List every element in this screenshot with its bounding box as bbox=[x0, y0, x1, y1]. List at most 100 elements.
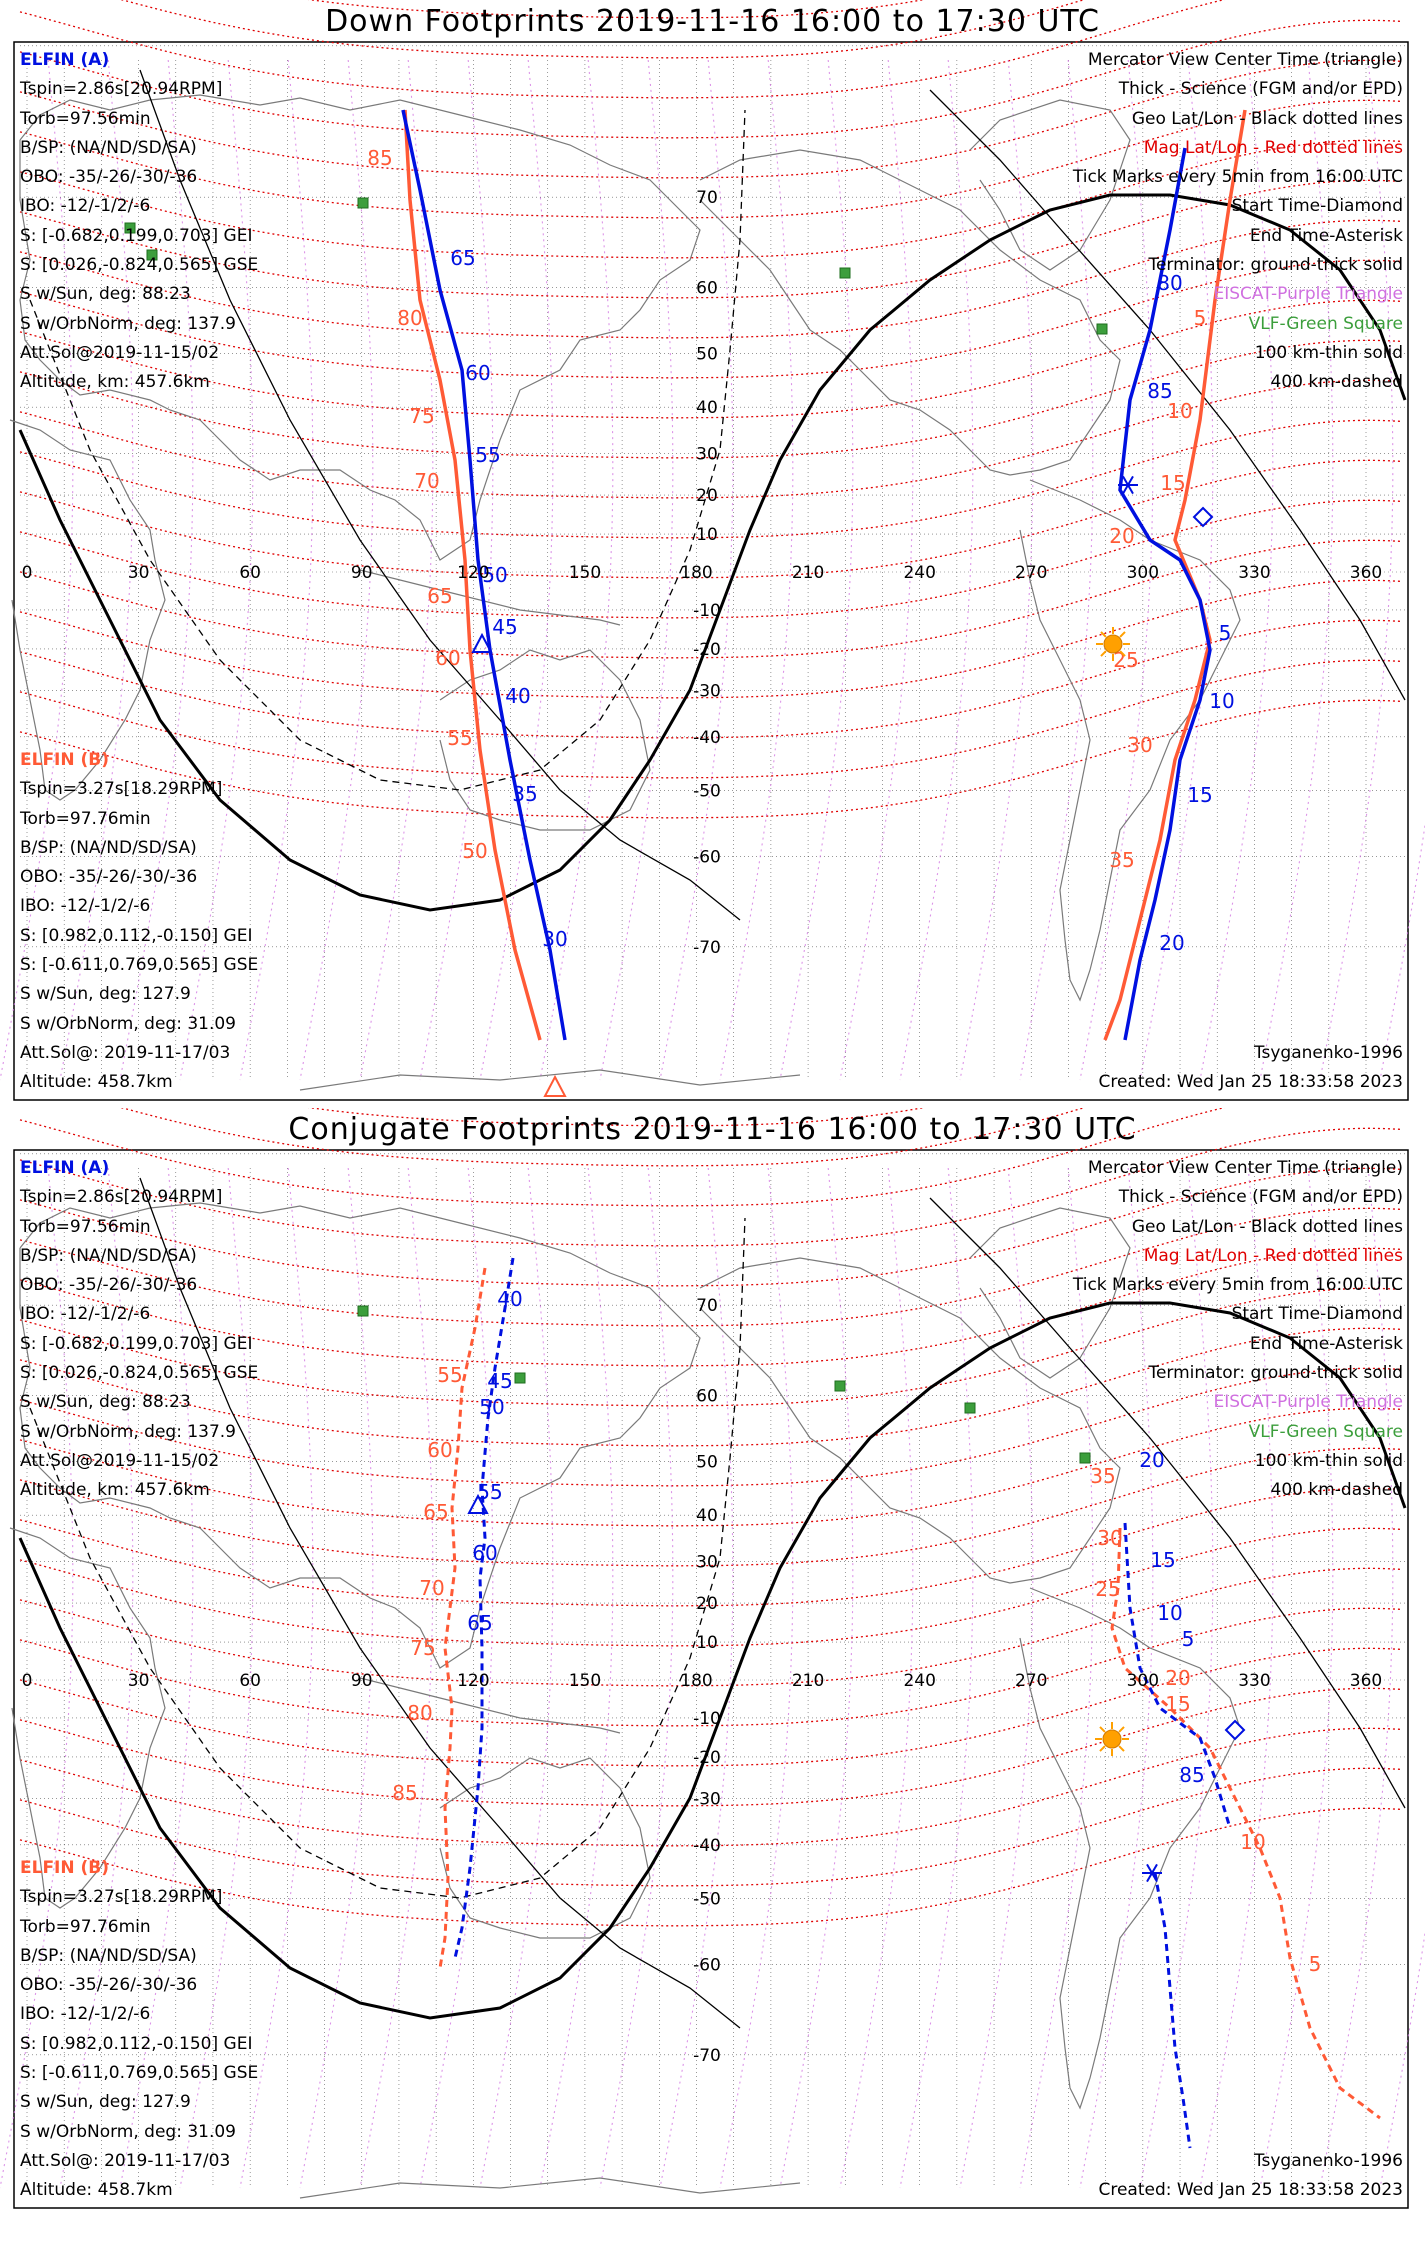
vlf-station-square bbox=[964, 1402, 976, 1414]
coastline bbox=[359, 569, 621, 626]
elfin-a-tick-label: 45 bbox=[487, 1369, 512, 1393]
elfin-a-line: S w/Sun, deg: 88.23 bbox=[20, 284, 191, 305]
mag-meridian bbox=[719, 59, 794, 1081]
longitude-label: 60 bbox=[239, 563, 261, 583]
legend-line: VLF-Green Square bbox=[1248, 1421, 1403, 1442]
longitude-label: 90 bbox=[351, 563, 373, 583]
mag-meridian bbox=[419, 59, 494, 1081]
terminator-lines bbox=[18, 1177, 1407, 2029]
latitude-label: -10 bbox=[693, 1709, 721, 1729]
mag-meridian bbox=[419, 1167, 494, 2189]
elfin-b-line: S: [0.982,0.112,-0.150] GEI bbox=[20, 925, 253, 946]
longitude-label: 360 bbox=[1350, 563, 1382, 583]
elfin-b-info: ELFIN (B) Tspin=3.27s[18.29RPM] Torb=97.… bbox=[20, 746, 258, 1068]
elfin-a-tick-label: 20 bbox=[1139, 1448, 1164, 1472]
elfin-b-tick-label: 35 bbox=[1090, 1464, 1115, 1488]
latitude-label: 20 bbox=[696, 486, 718, 506]
mag-meridian bbox=[1199, 1167, 1274, 2189]
legend-line: End Time-Asterisk bbox=[1249, 225, 1403, 246]
elfin-b-line: S w/OrbNorm, deg: 31.09 bbox=[20, 2121, 237, 2142]
mag-meridian bbox=[479, 1167, 554, 2189]
mag-meridian bbox=[299, 59, 374, 1081]
mag-meridian bbox=[239, 1167, 314, 2189]
elfin-a-track bbox=[453, 1257, 515, 1959]
elfin-a-track bbox=[401, 109, 567, 1041]
elfin-a-tick-label: 60 bbox=[465, 361, 490, 385]
longitude-label: 210 bbox=[792, 563, 824, 583]
elfin-a-tick-label: 55 bbox=[475, 443, 500, 467]
legend-line: Thick - Science (FGM and/or EPD) bbox=[1118, 79, 1403, 100]
mag-meridian bbox=[359, 1167, 434, 2189]
mag-meridian bbox=[119, 1167, 194, 2189]
latitude-label: 20 bbox=[696, 1594, 718, 1614]
latitude-label: 60 bbox=[696, 279, 718, 299]
elfin-a-tick-label: 55 bbox=[477, 1480, 502, 1504]
elfin-b-tick-label: 20 bbox=[1165, 1666, 1190, 1690]
mag-meridian bbox=[299, 1167, 374, 2189]
terminator-400km bbox=[29, 1217, 746, 1899]
elfin-b-line: Tspin=3.27s[18.29RPM] bbox=[20, 779, 223, 800]
longitude-label: 90 bbox=[351, 1671, 373, 1691]
elfin-a-line: IBO: -12/-1/2/-6 bbox=[20, 1304, 151, 1325]
legend-line: Mag Lat/Lon - Red dotted lines bbox=[1143, 137, 1403, 158]
elfin-a-line: Att.Sol@2019-11-15/02 bbox=[20, 342, 220, 363]
longitude-label: 60 bbox=[239, 1671, 261, 1691]
longitude-label: 180 bbox=[680, 563, 712, 583]
elfin-b-tick-label: 50 bbox=[462, 839, 487, 863]
sun-ray bbox=[1100, 650, 1107, 657]
elfin-a-line: Att.Sol@2019-11-15/02 bbox=[20, 1450, 220, 1471]
legend-line: EISCAT-Purple Triangle bbox=[1213, 284, 1403, 305]
mag-meridian bbox=[359, 59, 434, 1081]
sun-ray bbox=[1118, 1745, 1125, 1752]
elfin-a-line: S: [0.026,-0.824,0.565] GSE bbox=[20, 1363, 259, 1384]
longitude-label: 300 bbox=[1127, 1671, 1159, 1691]
elfin-a-info: ELFIN (A) Tspin=2.86s[20.94RPM] Torb=97.… bbox=[20, 46, 258, 398]
latitude-label: -30 bbox=[693, 1790, 721, 1810]
elfin-b-line: IBO: -12/-1/2/-6 bbox=[20, 2004, 151, 2025]
latitude-label: 40 bbox=[696, 1506, 718, 1526]
elfin-b-tick-label: 35 bbox=[1109, 848, 1134, 872]
elfin-b-tick-label: 65 bbox=[427, 584, 452, 608]
legend-line: VLF-Green Square bbox=[1248, 313, 1403, 334]
legend-line: Tick Marks every 5min from 16:00 UTC bbox=[1072, 167, 1403, 188]
elfin-b-tick-label: 20 bbox=[1109, 524, 1134, 548]
mag-meridian bbox=[1319, 1167, 1394, 2189]
longitude-label: 270 bbox=[1015, 1671, 1047, 1691]
latitude-label: 70 bbox=[696, 1296, 718, 1316]
elfin-b-line: Tspin=3.27s[18.29RPM] bbox=[20, 1887, 223, 1908]
markers bbox=[124, 197, 1214, 1097]
longitude-label: 120 bbox=[457, 1671, 489, 1691]
legend-line: 100 km-thin solid bbox=[1254, 342, 1403, 363]
terminator-ground bbox=[18, 1301, 1407, 2020]
elfin-a-line: OBO: -35/-26/-30/-36 bbox=[20, 167, 198, 188]
elfin-a-line: Tspin=2.86s[20.94RPM] bbox=[20, 1187, 223, 1208]
elfin-b-center-triangle bbox=[543, 1074, 567, 1097]
mag-meridian bbox=[1079, 59, 1154, 1081]
coastline bbox=[1019, 1587, 1241, 2110]
terminator-100km-east bbox=[929, 1197, 1406, 1809]
elfin-a-line: Altitude, km: 457.6km bbox=[20, 372, 210, 393]
elfin-a-line: Altitude, km: 457.6km bbox=[20, 1480, 210, 1501]
subsolar-sun-icon bbox=[1102, 1729, 1122, 1749]
terminator-100km bbox=[139, 69, 741, 921]
map-frame bbox=[13, 41, 1409, 1101]
latitude-label: -20 bbox=[693, 1748, 721, 1768]
longitude-label: 0 bbox=[22, 563, 33, 583]
down-footprints-map: 6560555045403530808551015208580757065605… bbox=[0, 0, 1425, 1101]
mag-meridian bbox=[599, 59, 674, 1081]
elfin-a-line: IBO: -12/-1/2/-6 bbox=[20, 196, 151, 217]
vlf-station-square bbox=[357, 197, 369, 209]
elfin-a-center-triangle bbox=[467, 1493, 489, 1514]
elfin-a-line: Tspin=2.86s[20.94RPM] bbox=[20, 79, 223, 100]
elfin-a-line: S w/OrbNorm, deg: 137.9 bbox=[20, 313, 237, 334]
elfin-a-track bbox=[1123, 1522, 1232, 1829]
elfin-b-line: Att.Sol@: 2019-11-17/03 bbox=[20, 2150, 231, 2171]
elfin-b-tick-label: 75 bbox=[409, 404, 434, 428]
latitude-label: -30 bbox=[693, 682, 721, 702]
sun-ray bbox=[1118, 1726, 1125, 1733]
latitude-label: -10 bbox=[693, 601, 721, 621]
legend-line: 400 km-dashed bbox=[1270, 372, 1403, 393]
coastline bbox=[969, 99, 1131, 271]
sun-ray bbox=[1119, 650, 1126, 657]
mag-meridian bbox=[1259, 59, 1334, 1081]
